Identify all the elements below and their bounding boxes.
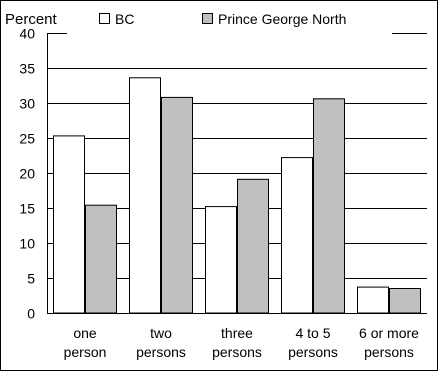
bar-prince-george-north-0 — [85, 204, 117, 314]
y-tick-label-40: 40 — [19, 26, 35, 42]
bar-bc-0 — [53, 135, 85, 314]
legend-label-0: BC — [115, 11, 134, 27]
y-tick-label-30: 30 — [19, 96, 35, 112]
legend-swatch-1 — [202, 13, 213, 24]
x-tick-label-4-1: persons — [364, 344, 414, 360]
x-tick-label-0-1: person — [64, 344, 107, 360]
bar-prince-george-north-2 — [237, 178, 269, 314]
y-tick-label-15: 15 — [19, 201, 35, 217]
bar-bc-3 — [281, 157, 313, 314]
x-tick-label-3-0: 4 to 5 — [295, 325, 330, 341]
bar-bc-2 — [205, 206, 237, 314]
y-tick-label-5: 5 — [27, 271, 35, 287]
x-tick-label-1-1: persons — [136, 344, 186, 360]
x-tick-label-1-0: two — [150, 325, 172, 341]
bar-bc-1 — [129, 77, 161, 314]
x-tick-label-2-1: persons — [212, 344, 262, 360]
axes: 0 5 10 15 20 25 30 35 40 one person two persons three… — [19, 26, 427, 360]
y-axis-label: Percent — [5, 11, 58, 28]
legend: BC Prince George North — [99, 11, 346, 27]
y-tick-label-20: 20 — [19, 166, 35, 182]
x-tick-label-2-0: three — [221, 325, 253, 341]
legend-swatch-0 — [99, 13, 110, 24]
y-tick-label-0: 0 — [27, 306, 35, 322]
bar-bc-4 — [357, 286, 389, 314]
bar-prince-george-north-4 — [389, 288, 421, 314]
y-tick-label-25: 25 — [19, 131, 35, 147]
legend-label-1: Prince George North — [218, 11, 346, 27]
bars — [53, 77, 421, 314]
y-tick-label-35: 35 — [19, 61, 35, 77]
bar-prince-george-north-3 — [313, 98, 345, 314]
x-tick-label-0-0: one — [73, 325, 97, 341]
bar-prince-george-north-1 — [161, 96, 193, 314]
x-tick-label-4-0: 6 or more — [359, 325, 419, 341]
y-tick-label-10: 10 — [19, 236, 35, 252]
x-tick-label-3-1: persons — [288, 344, 338, 360]
